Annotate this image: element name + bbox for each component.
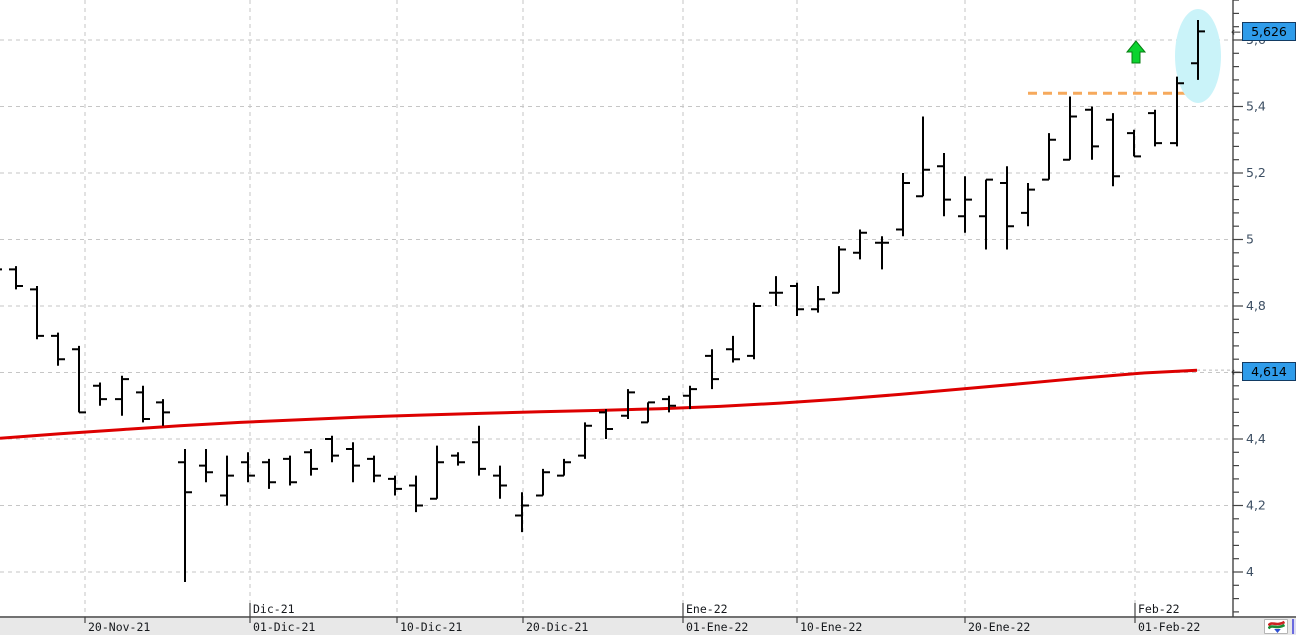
visualchart-logo-button[interactable]: [1264, 619, 1288, 634]
ohlc-bar: [726, 335, 740, 363]
ohlc-bar: [136, 385, 150, 423]
ohlc-bar: [853, 229, 867, 260]
date-label: 20-Dic-21: [526, 620, 588, 634]
ohlc-bar: [916, 116, 930, 198]
ohlc-bar: [641, 401, 655, 424]
ohlc-bar: [578, 422, 592, 459]
ohlc-bar: [1021, 183, 1035, 227]
ohlc-bar: [1191, 20, 1205, 80]
moving-average-price-flag: ← 4,614: [1230, 362, 1296, 381]
ohlc-bar: [1085, 106, 1099, 160]
price-axis-label: 5: [1246, 231, 1254, 246]
ohlc-bar: [115, 375, 129, 416]
ohlc-bar: [0, 268, 2, 271]
ohlc-bar: [769, 276, 783, 306]
date-label: 20-Nov-21: [88, 620, 150, 634]
ohlc-bar: [599, 409, 613, 439]
price-axis-label: 4,2: [1246, 497, 1266, 512]
ohlc-bar: [283, 455, 297, 486]
ohlc-bar: [683, 385, 697, 410]
ohlc-bar: [896, 173, 910, 237]
date-label: 01-Feb-22: [1138, 620, 1200, 634]
ohlc-bar: [621, 389, 635, 419]
ohlc-bar: [515, 492, 529, 533]
ohlc-bar: [30, 286, 44, 340]
ohlc-bar: [367, 455, 381, 483]
date-label: 10-Ene-22: [800, 620, 862, 634]
ohlc-bar: [199, 449, 213, 483]
ohlc-bar: [747, 302, 761, 360]
ohlc-bar: [409, 475, 423, 513]
ohlc-bar: [262, 458, 276, 489]
price-axis-label: 4,4: [1246, 431, 1266, 446]
price-axis-label: 4,8: [1246, 298, 1266, 313]
date-label: 01-Ene-22: [686, 620, 748, 634]
ohlc-bar: [1148, 109, 1162, 147]
ohlc-bar: [832, 246, 846, 294]
ohlc-bar: [388, 475, 402, 496]
ohlc-bar: [493, 465, 507, 499]
price-axis-label: 5,2: [1246, 165, 1266, 180]
ohlc-bar: [451, 452, 465, 466]
last-price-flag: ← 5,626: [1230, 22, 1296, 41]
ohlc-bar: [937, 153, 951, 217]
ohlc-bar: [1106, 113, 1120, 187]
moving-average-line: [0, 368, 1198, 440]
ohlc-bar: [662, 395, 676, 413]
ohlc-bar: [1042, 133, 1056, 181]
month-label: Ene-22: [686, 602, 728, 616]
month-label: Feb-22: [1138, 602, 1180, 616]
ohlc-bar: [72, 345, 86, 414]
flag-left-arrow-icon: ←: [1230, 364, 1241, 379]
ohlc-bar: [1063, 96, 1077, 161]
ohlc-bar: [979, 178, 993, 250]
ohlc-bar: [1127, 129, 1141, 158]
ohlc-bar: [241, 452, 255, 483]
date-label: 10-Dic-21: [400, 620, 462, 634]
ohlc-bar: [790, 282, 804, 316]
ohlc-bar: [325, 435, 339, 463]
price-axis-label: 4: [1246, 564, 1254, 579]
visualchart-logo-icon: [1267, 620, 1285, 633]
last-price-value: 5,626: [1242, 22, 1296, 41]
ohlc-bars: [0, 20, 1205, 582]
ohlc-bar: [220, 455, 234, 506]
ohlc-bar: [875, 236, 889, 270]
ohlc-bar: [1170, 76, 1184, 147]
ohlc-bar: [958, 176, 972, 233]
ohlc-bar: [9, 266, 23, 290]
ohlc-bar: [536, 468, 550, 497]
ohlc-bar: [346, 442, 360, 483]
price-axis-label: 5,4: [1246, 98, 1266, 113]
ohlc-bar: [93, 382, 107, 406]
ohlc-bar: [178, 449, 192, 582]
ohlc-bar: [472, 425, 486, 476]
date-label: 01-Dic-21: [253, 620, 315, 634]
ohlc-bar: [430, 445, 444, 500]
horizontal-gridlines: [0, 39, 1233, 573]
ohlc-bar: [51, 332, 65, 366]
ohlc-bar: [705, 349, 719, 390]
ohlc-bar: [1000, 166, 1014, 250]
ohlc-bar: [156, 399, 170, 426]
up-arrow-annotation: [1125, 40, 1147, 64]
date-label: 20-Ene-22: [968, 620, 1030, 634]
moving-average-value: 4,614: [1242, 362, 1296, 381]
time-axis-labels: 20-Nov-21 Dic-21 01-Dic-21 10-Dic-21 20-Dic-…: [84, 602, 1200, 634]
date-strip: [0, 618, 1296, 635]
ohlc-bar: [811, 286, 825, 313]
ohlc-bar: [304, 449, 318, 476]
month-label: Dic-21: [253, 602, 295, 616]
partial-toolbar-button[interactable]: [1292, 619, 1296, 634]
flag-left-arrow-icon: ←: [1230, 24, 1241, 39]
ohlc-bar: [557, 458, 571, 477]
